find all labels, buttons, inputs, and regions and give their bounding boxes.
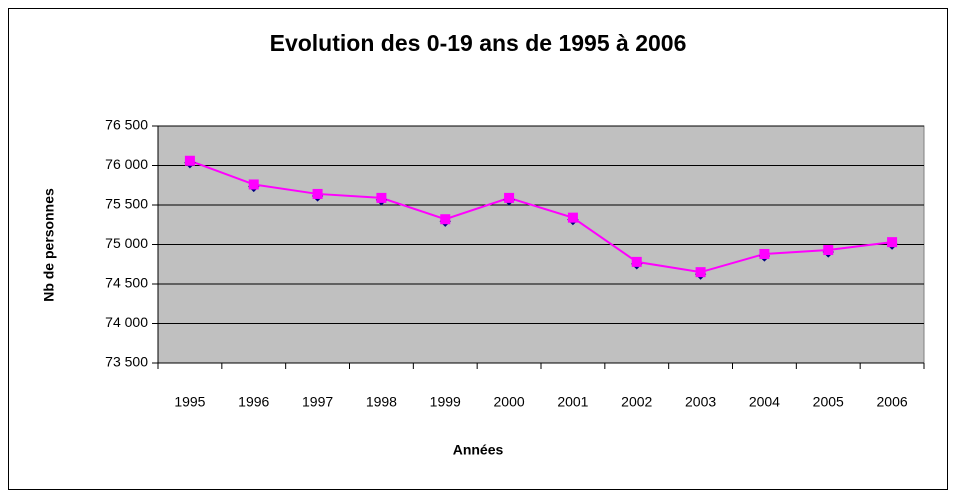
- marker: [312, 188, 323, 199]
- x-tick-label: 2005: [813, 394, 844, 410]
- marker: [248, 179, 259, 190]
- marker: [504, 192, 515, 203]
- marker: [184, 155, 195, 166]
- marker: [376, 192, 387, 203]
- y-tick-label: 73 500: [105, 354, 148, 370]
- x-axis-label: Années: [453, 442, 504, 458]
- marker: [759, 248, 770, 259]
- y-axis-label: Nb de personnes: [41, 188, 57, 302]
- y-tick-label: 75 500: [105, 196, 148, 212]
- marker: [567, 212, 578, 223]
- x-tick-label: 1998: [366, 394, 397, 410]
- y-tick-label: 74 500: [105, 275, 148, 291]
- marker: [440, 214, 451, 225]
- y-tick-label: 74 000: [105, 314, 148, 330]
- chart-title: Evolution des 0-19 ans de 1995 à 2006: [270, 30, 687, 56]
- x-tick-label: 1996: [238, 394, 269, 410]
- marker: [887, 237, 898, 248]
- x-tick-label: 2004: [749, 394, 780, 410]
- marker: [695, 267, 706, 278]
- marker: [823, 245, 834, 256]
- x-tick-label: 2006: [877, 394, 908, 410]
- x-tick-label: 2000: [494, 394, 525, 410]
- y-tick-label: 75 000: [105, 235, 148, 251]
- line: [189, 159, 893, 274]
- y-tick-label: 76 000: [105, 156, 148, 172]
- x-tick-label: 1997: [302, 394, 333, 410]
- x-tick-label: 2001: [557, 394, 588, 410]
- x-tick-label: 1999: [430, 394, 461, 410]
- x-tick-label: 2002: [621, 394, 652, 410]
- marker: [631, 256, 642, 267]
- y-tick-label: 76 500: [105, 117, 148, 133]
- x-tick-label: 1995: [174, 394, 205, 410]
- x-tick-label: 2003: [685, 394, 716, 410]
